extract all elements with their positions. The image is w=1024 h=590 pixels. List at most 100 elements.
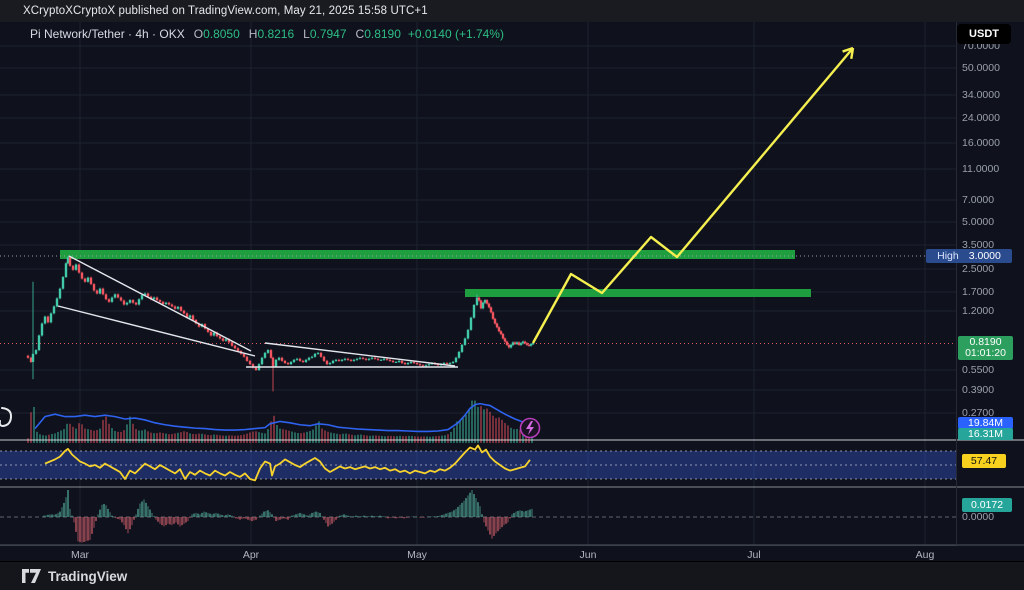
candle-body: [37, 335, 41, 351]
tradingview-logo[interactable]: TradingView: [22, 569, 127, 584]
price-axis[interactable]: 70.0000 50.0000 34.0000 24.0000 16.0000 11.00…: [956, 22, 1024, 545]
supply-zone-3.0[interactable]: [60, 250, 795, 259]
volume-bar: [456, 421, 458, 443]
oscillator-bar: [377, 516, 379, 517]
oscillator-bar: [477, 502, 479, 517]
candle-body: [277, 357, 281, 360]
candle-body: [394, 361, 398, 363]
candle-body: [328, 363, 332, 365]
oscillator-bar: [343, 514, 345, 517]
close-value: 0.8190: [364, 27, 401, 41]
oscillator-bar: [181, 517, 183, 526]
oscillator-bar: [375, 516, 377, 517]
symbol-title[interactable]: Pi Network/Tether · 4h · OKX: [30, 27, 185, 41]
volume-bar: [219, 435, 221, 443]
projection-arrowhead: [850, 47, 855, 60]
price-axis-label: 16.0000: [962, 137, 1000, 149]
oscillator-bar: [491, 517, 493, 539]
candle-body: [274, 359, 278, 367]
symbol-legend[interactable]: Pi Network/Tether · 4h · OKX O0.8050 H0.…: [30, 27, 504, 41]
candle-body: [475, 297, 479, 305]
wedge2-upper[interactable]: [264, 342, 456, 367]
oscillator-bar: [165, 517, 167, 526]
volume-bar: [33, 407, 35, 443]
month-label-may: May: [407, 549, 427, 561]
volume-bar: [438, 435, 440, 443]
candle-body: [499, 331, 503, 335]
volume-bar: [363, 435, 365, 443]
candle-body: [525, 343, 529, 345]
volume-bar: [510, 427, 512, 443]
volume-bar: [303, 432, 305, 443]
candle-body: [483, 300, 487, 303]
candle-body: [173, 306, 177, 309]
oscillator-bar: [47, 514, 49, 517]
chart-canvas[interactable]: [0, 22, 1024, 561]
volume-bar: [147, 431, 149, 443]
oscillator-bar: [361, 516, 363, 517]
candle-body: [206, 328, 210, 332]
candle-body: [448, 363, 452, 365]
time-axis[interactable]: Mar Apr May Jun Jul Aug: [0, 545, 957, 562]
price-axis-label: 5.0000: [962, 216, 995, 228]
candle-body: [122, 300, 126, 305]
oscillator-bar: [209, 513, 211, 517]
oscillator-bar: [227, 514, 229, 517]
oscillator-bar: [167, 517, 169, 524]
oscillator-bar: [207, 512, 209, 517]
wedge1-upper[interactable]: [68, 255, 252, 352]
oscillator-bar: [229, 514, 231, 517]
chart-area[interactable]: Pi Network/Tether · 4h · OKX O0.8050 H0.…: [0, 22, 1024, 561]
wedge1-lower[interactable]: [57, 305, 256, 357]
candle-body: [218, 336, 222, 339]
candle-body: [134, 302, 138, 305]
oscillator-bar: [399, 517, 401, 518]
candle-body: [269, 350, 273, 358]
volume-bar: [159, 432, 161, 443]
oscillator-bar: [321, 516, 323, 517]
oscillator-bar: [337, 517, 339, 518]
volume-bar: [84, 428, 86, 443]
oscillator-bar: [73, 517, 75, 523]
projection-arrow-line[interactable]: [531, 47, 854, 344]
currency-button[interactable]: USDT: [957, 24, 1011, 44]
oscillator-bar: [153, 516, 155, 517]
candle-body: [89, 277, 93, 285]
candle-body: [248, 360, 252, 365]
oscillator-bar: [267, 510, 269, 517]
oscillator-bar: [217, 513, 219, 517]
candle-body: [479, 300, 483, 309]
candle-body: [424, 365, 428, 367]
candle-body: [355, 358, 359, 360]
oscillator-bar: [141, 501, 143, 517]
price-axis-label: 1.7000: [962, 286, 995, 298]
oscillator-bar: [75, 517, 77, 532]
candle-body: [523, 341, 527, 344]
volume-bar: [243, 434, 245, 443]
candle-body: [385, 358, 389, 360]
volume-bar: [213, 434, 215, 443]
oscillator-bar: [513, 512, 515, 517]
oscillator-bar: [509, 517, 511, 519]
candle-body: [373, 357, 377, 359]
volume-bar: [468, 409, 470, 443]
oscillator-bar: [447, 512, 449, 517]
supply-zone-1.7[interactable]: [465, 289, 811, 297]
oscillator-bar: [105, 505, 107, 517]
volume-bar: [441, 435, 443, 443]
oscillator-bar: [499, 517, 501, 530]
price-axis-label: 0.2700: [962, 407, 995, 419]
volume-bar: [123, 430, 125, 443]
oscillator-bar: [235, 517, 237, 519]
oscillator-bar: [351, 516, 353, 517]
oscillator-bar: [349, 516, 351, 517]
oscillator-bar: [219, 514, 221, 517]
oscillator-bar: [475, 498, 477, 517]
candle-body: [292, 359, 296, 362]
oscillator-bar: [143, 499, 145, 517]
candle-body: [58, 288, 62, 299]
candle-body: [457, 351, 461, 358]
candle-body: [191, 315, 195, 320]
boost-lightning-icon[interactable]: [519, 417, 541, 439]
candle-body: [131, 300, 135, 303]
